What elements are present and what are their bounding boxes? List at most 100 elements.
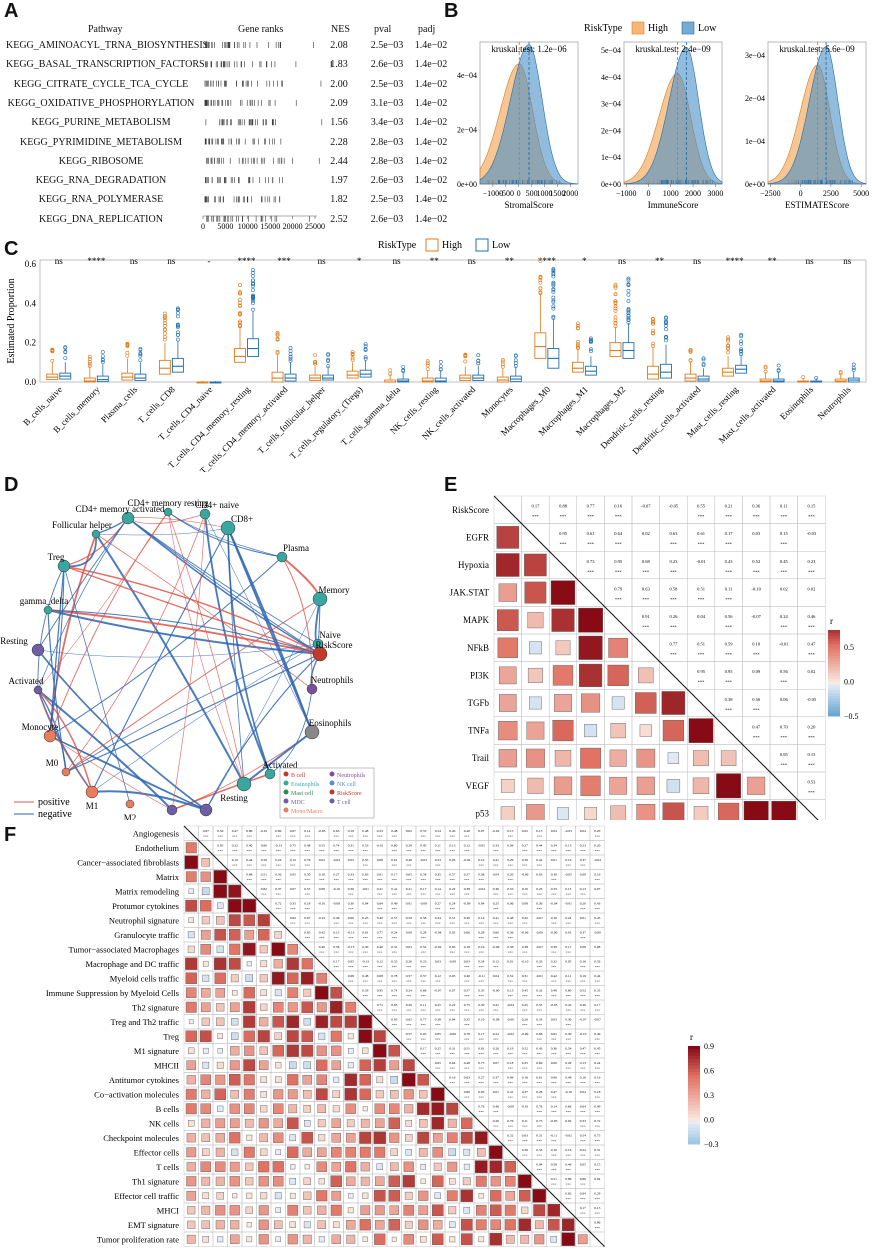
network-node — [91, 529, 101, 539]
correlation-square — [289, 1177, 297, 1185]
x-tick-label: 500 — [526, 189, 538, 198]
correlation-value: 0.02 — [522, 829, 528, 833]
correlation-value: 0.95 — [780, 752, 789, 757]
correlation-value: 0.48 — [304, 844, 310, 848]
x-tick-label: 0 — [647, 189, 651, 198]
correlation-value: 0.85 — [435, 1032, 441, 1036]
correlation-square — [200, 1002, 211, 1013]
significance-stars: *** — [406, 980, 412, 984]
outlier-point — [476, 361, 481, 366]
correlation-square — [303, 1177, 311, 1185]
x-tick-label: 0 — [799, 189, 803, 198]
outlier-point — [87, 354, 92, 359]
significance-stars: *** — [595, 1197, 601, 1201]
significance-stars: *** — [522, 1125, 528, 1129]
significance-stars: *** — [406, 864, 412, 868]
outlier-point — [275, 330, 280, 335]
correlation-square — [260, 1148, 268, 1156]
correlation-value: 0.61 — [536, 1076, 542, 1080]
colorbar-step — [688, 1134, 700, 1138]
correlation-value: 0.15 — [507, 829, 513, 833]
correlation-value: -0.03 — [565, 829, 573, 833]
significance-stars: *** — [580, 864, 586, 868]
significance-stars: *** — [363, 936, 369, 940]
correlation-value: 0.05 — [565, 960, 571, 964]
outlier-point — [626, 320, 631, 325]
matrix-cell — [797, 606, 826, 635]
significance-stars: *** — [698, 514, 706, 519]
correlation-value: -0.02 — [565, 1134, 573, 1138]
x-tick-label: Plasma_cells — [99, 384, 140, 425]
correlation-value: 0.07 — [594, 887, 600, 891]
correlation-square — [610, 723, 626, 739]
correlation-value: 0.46 — [333, 916, 339, 920]
negative-edge — [37, 643, 319, 658]
outlier-point — [288, 346, 293, 350]
significance-stars: *** — [551, 893, 557, 897]
correlation-value: 0.27 — [435, 902, 441, 906]
box-high — [271, 371, 284, 383]
correlation-value: 0.45 — [420, 844, 426, 848]
outlier-point — [576, 321, 580, 326]
correlation-square — [373, 1044, 387, 1058]
outlier-point — [701, 357, 706, 362]
colorbar-step — [688, 1101, 700, 1106]
correlation-square — [316, 1045, 327, 1056]
outlier-point — [313, 361, 317, 366]
correlation-value: 0.24 — [565, 916, 571, 920]
correlation-square — [611, 696, 625, 710]
outlier-point — [176, 306, 180, 311]
correlation-value: 0.59 — [406, 916, 412, 920]
node-label: gamma_delta — [20, 596, 68, 606]
significance-stars: *** — [595, 1009, 601, 1013]
correlation-square — [258, 1161, 270, 1173]
outlier-point — [163, 331, 167, 336]
significance-stars: *** — [615, 514, 623, 519]
correlation-square — [214, 972, 226, 984]
correlation-value: 0.03 — [406, 945, 412, 949]
correlation-value: -0.05 — [478, 844, 486, 848]
outlier-point — [551, 282, 556, 286]
correlation-square — [200, 1161, 211, 1172]
correlation-value: 0.46 — [565, 1163, 571, 1167]
matrix-cell — [797, 771, 826, 800]
correlation-square — [347, 1033, 354, 1040]
correlation-value: 0.10 — [478, 858, 484, 862]
significance-stars: *** — [450, 849, 456, 853]
colorbar-step — [688, 1072, 700, 1076]
correlation-square — [213, 884, 227, 898]
correlation-square — [330, 1015, 343, 1028]
negative-edge — [204, 513, 271, 775]
significance-stars: *** — [537, 1125, 543, 1129]
correlation-value: 0.51 — [261, 873, 267, 877]
correlation-square — [716, 773, 741, 799]
correlation-value: 0.77 — [377, 931, 383, 935]
y-tick-label: 0e+00 — [601, 180, 621, 189]
correlation-value: 0.24 — [391, 931, 397, 935]
matrix-cell — [604, 523, 633, 552]
correlation-value: -0.00 — [594, 931, 602, 935]
gsea-nes-value: 1.82 — [330, 194, 348, 206]
significance-stars: *** — [421, 1023, 427, 1027]
significance-stars: *** — [566, 994, 572, 998]
correlation-square — [316, 1190, 328, 1202]
correlation-value: 0.60 — [493, 931, 499, 935]
significance-stars: *** — [508, 980, 514, 984]
significance-stars: *** — [421, 1052, 427, 1056]
correlation-value: 0.48 — [551, 989, 557, 993]
outlier-point — [238, 310, 242, 315]
outlier-point — [551, 267, 556, 271]
correlation-square — [420, 1236, 427, 1243]
outlier-point — [438, 367, 443, 372]
correlation-square — [418, 1205, 429, 1216]
correlation-value: 0.61 — [391, 858, 397, 862]
outlier-point — [163, 337, 167, 342]
significance-stars: *** — [551, 1110, 557, 1114]
correlation-square — [359, 1074, 371, 1086]
outlier-point — [238, 291, 242, 296]
outlier-point — [651, 316, 655, 321]
correlation-square — [449, 1178, 456, 1185]
significance-stars: *** — [566, 1052, 572, 1056]
x-tick-label: −500 — [498, 189, 515, 198]
significance-stars: *** — [493, 1038, 499, 1042]
